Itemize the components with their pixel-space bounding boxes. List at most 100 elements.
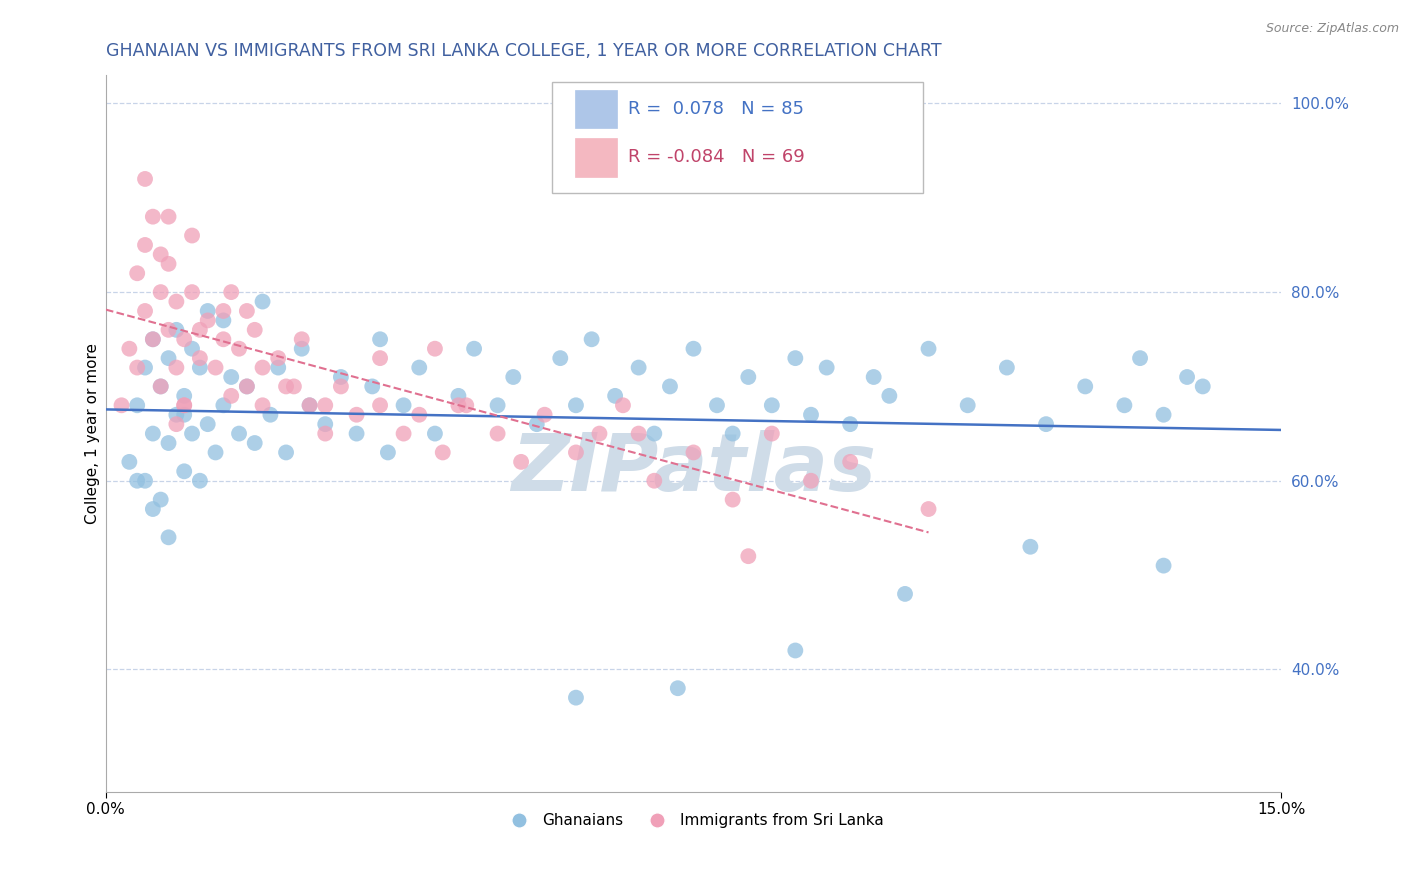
Point: [228, 342, 250, 356]
Point: [149, 379, 172, 393]
Point: [188, 351, 211, 365]
Point: [134, 238, 156, 252]
Point: [761, 426, 783, 441]
Point: [761, 398, 783, 412]
Point: [149, 492, 172, 507]
Point: [134, 360, 156, 375]
Point: [612, 398, 634, 412]
Point: [815, 360, 838, 375]
Point: [329, 370, 352, 384]
Point: [228, 426, 250, 441]
Point: [252, 360, 274, 375]
Point: [252, 294, 274, 309]
Point: [173, 398, 195, 412]
Point: [526, 417, 548, 432]
Point: [346, 426, 368, 441]
Point: [197, 304, 219, 318]
Point: [666, 681, 689, 696]
Point: [361, 379, 384, 393]
Point: [197, 417, 219, 432]
Point: [314, 398, 336, 412]
Point: [142, 502, 165, 516]
Point: [502, 370, 524, 384]
Point: [118, 342, 141, 356]
Point: [917, 342, 939, 356]
Point: [157, 436, 180, 450]
Point: [879, 389, 901, 403]
Point: [243, 436, 266, 450]
Point: [127, 474, 149, 488]
Point: [565, 690, 588, 705]
Point: [149, 379, 172, 393]
Point: [219, 389, 242, 403]
Point: [157, 210, 180, 224]
Point: [134, 304, 156, 318]
Point: [1191, 379, 1213, 393]
Point: [212, 304, 235, 318]
Point: [298, 398, 321, 412]
Point: [197, 313, 219, 327]
Text: R = -0.084   N = 69: R = -0.084 N = 69: [627, 148, 804, 167]
Point: [627, 360, 650, 375]
Point: [627, 426, 650, 441]
Point: [486, 426, 509, 441]
Point: [236, 379, 259, 393]
Point: [839, 417, 862, 432]
Point: [165, 294, 187, 309]
Point: [368, 351, 391, 365]
Point: [368, 398, 391, 412]
Point: [173, 398, 195, 412]
Point: [267, 351, 290, 365]
Point: [432, 445, 454, 459]
Point: [259, 408, 281, 422]
Point: [785, 643, 807, 657]
Point: [291, 332, 314, 346]
Point: [243, 323, 266, 337]
Point: [127, 360, 149, 375]
Point: [274, 445, 297, 459]
Point: [447, 398, 470, 412]
Point: [219, 370, 242, 384]
Point: [423, 426, 446, 441]
Point: [995, 360, 1018, 375]
Point: [157, 257, 180, 271]
Legend: Ghanaians, Immigrants from Sri Lanka: Ghanaians, Immigrants from Sri Lanka: [498, 807, 890, 835]
Point: [956, 398, 979, 412]
Point: [392, 398, 415, 412]
Point: [581, 332, 603, 346]
Point: [298, 398, 321, 412]
Point: [165, 360, 187, 375]
Point: [173, 408, 195, 422]
Point: [142, 332, 165, 346]
Point: [721, 426, 744, 441]
Point: [1074, 379, 1097, 393]
Point: [659, 379, 682, 393]
Point: [1019, 540, 1042, 554]
Point: [219, 285, 242, 299]
Point: [212, 332, 235, 346]
FancyBboxPatch shape: [553, 82, 922, 194]
Point: [548, 351, 571, 365]
Point: [283, 379, 305, 393]
Point: [565, 445, 588, 459]
Text: R =  0.078   N = 85: R = 0.078 N = 85: [627, 100, 804, 118]
Point: [329, 379, 352, 393]
Point: [1129, 351, 1152, 365]
Point: [1035, 417, 1057, 432]
Point: [165, 323, 187, 337]
Text: Source: ZipAtlas.com: Source: ZipAtlas.com: [1265, 22, 1399, 36]
Point: [142, 332, 165, 346]
Point: [800, 408, 823, 422]
Point: [706, 398, 728, 412]
Point: [157, 351, 180, 365]
Point: [643, 426, 665, 441]
Point: [134, 172, 156, 186]
Point: [682, 342, 704, 356]
Point: [423, 342, 446, 356]
FancyBboxPatch shape: [575, 90, 617, 128]
Point: [392, 426, 415, 441]
Point: [267, 360, 290, 375]
Point: [134, 474, 156, 488]
Point: [1153, 408, 1175, 422]
Point: [643, 474, 665, 488]
